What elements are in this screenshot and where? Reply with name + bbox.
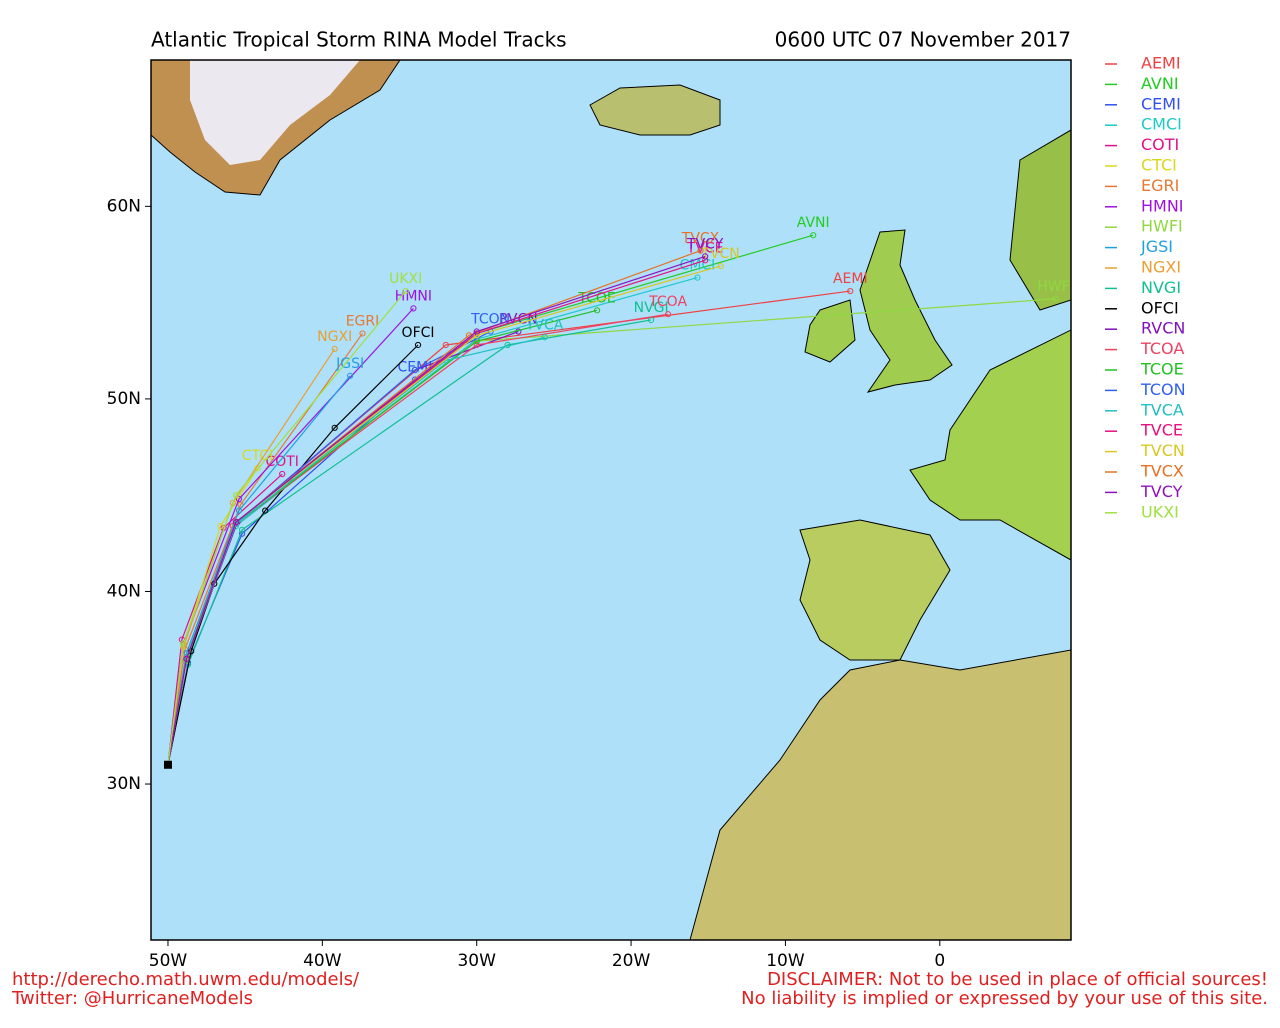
legend-label: TVCA bbox=[1140, 400, 1184, 419]
track-point bbox=[411, 366, 419, 374]
legend-label: TCOE bbox=[1140, 360, 1184, 379]
track-point bbox=[442, 341, 449, 349]
x-tick-label: 0 bbox=[934, 951, 945, 971]
storm-start bbox=[163, 760, 172, 769]
track-point bbox=[232, 519, 239, 526]
track-point bbox=[702, 257, 709, 264]
track-label: EGRI bbox=[346, 313, 380, 329]
track-point bbox=[665, 311, 672, 318]
tracks: AEMIAVNICEMICMCICOTICTCIEGRIHMNIHWFIJGSI… bbox=[163, 215, 1074, 769]
legend-label: EGRI bbox=[1141, 176, 1179, 195]
track-label: UKXI bbox=[389, 271, 422, 287]
legend-label: UKXI bbox=[1141, 502, 1179, 521]
land bbox=[151, 60, 1071, 940]
track-point bbox=[541, 334, 548, 341]
track-point bbox=[183, 655, 190, 662]
track-label: TVCA bbox=[525, 317, 564, 333]
legend-label: TVCN bbox=[1140, 441, 1185, 460]
legend-label: RVCN bbox=[1141, 319, 1185, 338]
track-point bbox=[180, 640, 187, 647]
legend-label: CTCI bbox=[1141, 156, 1177, 175]
track-point bbox=[810, 232, 817, 239]
x-tick-label: 10W bbox=[766, 951, 805, 971]
track-point bbox=[217, 522, 224, 530]
x-tick-label: 30W bbox=[457, 951, 496, 971]
model-track bbox=[167, 344, 419, 765]
track-label: TVCY bbox=[686, 236, 724, 252]
track-point bbox=[279, 470, 286, 478]
track-point bbox=[473, 341, 480, 349]
y-tick-label: 60N bbox=[107, 196, 141, 216]
legend-label: HWFI bbox=[1141, 217, 1183, 236]
track-label: AVNI bbox=[797, 215, 830, 231]
track-point bbox=[347, 372, 354, 379]
track-point bbox=[410, 305, 417, 312]
legend-label: CMCI bbox=[1141, 115, 1182, 134]
track-label: OFCI bbox=[402, 325, 435, 341]
legend-label: COTI bbox=[1141, 135, 1179, 154]
x-tick-label: 50W bbox=[149, 951, 188, 971]
model-track bbox=[167, 333, 363, 765]
model-track bbox=[167, 255, 706, 765]
track-point bbox=[331, 345, 338, 352]
legend-label: TCON bbox=[1140, 380, 1186, 399]
x-tick-label: 20W bbox=[612, 951, 651, 971]
track-point bbox=[694, 274, 701, 281]
url: http://derecho.math.uwm.edu/models/ bbox=[12, 969, 360, 990]
track-label: AEMI bbox=[833, 271, 868, 287]
liability: No liability is implied or expressed by … bbox=[741, 988, 1268, 1009]
track-point bbox=[594, 307, 601, 314]
x-tick-label: 40W bbox=[303, 951, 342, 971]
track-point bbox=[697, 247, 704, 254]
model-track bbox=[167, 290, 407, 765]
track-label: TCOA bbox=[648, 294, 687, 310]
legend-label: TVCE bbox=[1140, 421, 1183, 440]
track-label: TCOE bbox=[577, 290, 615, 306]
track-point bbox=[331, 424, 338, 431]
legend-label: JGSI bbox=[1140, 237, 1173, 256]
legend-label: CEMI bbox=[1141, 94, 1181, 113]
track-point bbox=[262, 507, 269, 514]
track-label: NGXI bbox=[317, 329, 352, 345]
track-point bbox=[847, 287, 854, 295]
legend-label: AEMI bbox=[1141, 54, 1181, 73]
track-label: TVCX bbox=[681, 231, 720, 247]
map-frame bbox=[150, 59, 1072, 941]
legend-label: NVGI bbox=[1141, 278, 1181, 297]
track-label: TVCN bbox=[700, 246, 739, 262]
track-point bbox=[473, 328, 480, 335]
track-point bbox=[235, 507, 243, 514]
legend-label: OFCI bbox=[1141, 298, 1179, 317]
track-point bbox=[402, 287, 409, 295]
legend-label: TVCY bbox=[1140, 482, 1183, 501]
track-point bbox=[717, 262, 724, 270]
y-tick-label: 30N bbox=[107, 774, 141, 794]
legend-label: NGXI bbox=[1141, 258, 1181, 277]
track-label: HWFI bbox=[1037, 279, 1074, 295]
track-point bbox=[702, 253, 709, 260]
legend-label: HMNI bbox=[1141, 196, 1184, 215]
y-tick-label: 40N bbox=[107, 581, 141, 601]
subtitle: 0600 UTC 07 November 2017 bbox=[775, 28, 1071, 52]
track-point bbox=[359, 330, 366, 337]
track-point bbox=[188, 648, 195, 655]
disclaimer: DISCLAIMER: Not to be used in place of o… bbox=[767, 969, 1268, 990]
track-label: HMNI bbox=[395, 288, 432, 304]
track-point bbox=[1052, 295, 1059, 302]
legend-label: AVNI bbox=[1141, 74, 1179, 93]
track-point bbox=[238, 526, 246, 533]
title: Atlantic Tropical Storm RINA Model Track… bbox=[151, 28, 567, 52]
track-point bbox=[235, 495, 243, 503]
track-label: NVGI bbox=[634, 300, 669, 316]
legend-label: TVCX bbox=[1140, 462, 1184, 481]
track-point bbox=[232, 492, 239, 499]
y-tick-label: 50N bbox=[107, 389, 141, 409]
legend-label: TCOA bbox=[1140, 339, 1184, 358]
track-point bbox=[414, 341, 422, 349]
twitter: Twitter: @HurricaneModels bbox=[11, 988, 253, 1009]
